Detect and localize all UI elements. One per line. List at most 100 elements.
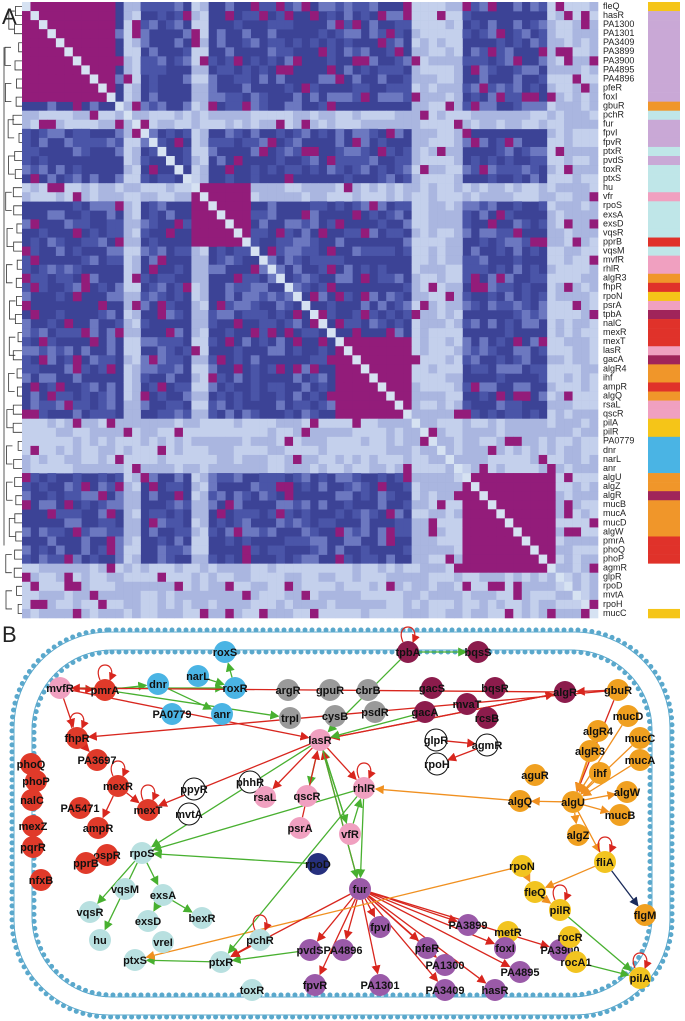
heatmap-cell [589,418,599,429]
edge [157,743,311,807]
heatmap-cell [30,418,40,429]
heatmap-cell [199,156,209,166]
heatmap-cell [216,228,226,238]
heatmap-cell [191,581,201,592]
heatmap-cell [132,554,141,564]
heatmap-cell [462,2,472,12]
gene-label: algR [553,687,577,699]
heatmap-cell [326,464,336,474]
group-cell [648,219,680,229]
heatmap-cell [454,482,463,492]
heatmap-cell [445,165,455,175]
heatmap-cell [250,137,260,148]
heatmap-cell [360,310,370,320]
heatmap-cell [369,355,379,365]
heatmap-cell [403,454,412,465]
heatmap-cell [496,29,506,39]
row-label: anr [603,463,616,473]
heatmap-cell [199,482,209,492]
heatmap-cell [47,319,57,329]
heatmap-cell [301,608,311,619]
heatmap-cell [581,291,590,302]
heatmap-cell [462,210,472,220]
group-cell [648,310,680,320]
heatmap-cell [55,400,65,410]
heatmap-cell [487,273,497,284]
heatmap-cell [445,192,455,202]
heatmap-cell [30,219,40,229]
heatmap-cell [547,310,556,320]
heatmap-cell [564,210,573,220]
heatmap-cell [479,518,489,528]
heatmap-cell [581,2,590,12]
heatmap-cell [386,391,396,401]
heatmap-cell [343,427,353,438]
heatmap-cell [496,337,506,347]
heatmap-cell [191,282,201,293]
heatmap-cell [445,373,455,383]
heatmap-cell [293,319,302,329]
heatmap-cell [377,445,387,456]
heatmap-cell [547,500,556,510]
heatmap-cell [123,228,133,238]
gene-node [75,852,97,874]
heatmap-cell [191,165,201,175]
heatmap-cell [470,346,480,356]
heatmap-cell [437,219,446,229]
heatmap-cell [470,473,480,483]
heatmap-cell [149,454,158,465]
heatmap-cell [394,29,404,39]
heatmap-cell [547,273,556,284]
edge [611,870,639,907]
heatmap-cell [420,300,429,311]
heatmap-cell [428,418,438,429]
heatmap-cell [38,65,48,75]
heatmap-cell [343,110,353,121]
heatmap-cell [233,183,243,193]
heatmap-cell [22,590,31,601]
heatmap-cell [157,464,167,474]
heatmap-cell [530,337,540,347]
heatmap-cell [437,400,446,410]
heatmap-cell [166,20,175,30]
heatmap-cell [420,590,429,601]
heatmap-cell [445,581,455,592]
heatmap-cell [479,119,489,130]
group-cell [648,137,680,148]
heatmap-cell [538,590,548,601]
heatmap-cell [377,146,387,157]
heatmap-cell [106,201,116,211]
heatmap-cell [123,527,133,537]
heatmap-cell [555,273,565,284]
heatmap-cell [106,65,116,75]
heatmap-cell [199,56,209,66]
heatmap-cell [191,137,201,148]
heatmap-cell [216,264,226,275]
heatmap-cell [496,464,506,474]
heatmap-cell [581,491,590,501]
heatmap-cell [555,282,565,293]
heatmap-cell [140,418,150,429]
heatmap-cell [581,246,590,256]
heatmap-cell [47,174,57,184]
heatmap-cell [191,545,201,555]
heatmap-cell [335,590,345,601]
heatmap-cell [132,500,141,510]
heatmap-cell [89,608,99,619]
heatmap-cell [216,518,226,528]
heatmap-cell [555,581,565,592]
heatmap-cell [72,608,82,619]
heatmap-cell [360,364,370,374]
heatmap-cell [496,373,506,383]
heatmap-cell [513,400,523,410]
heatmap-cell [454,174,463,184]
heatmap-cell [360,47,370,57]
heatmap-cell [530,545,540,555]
row-label: vfr [603,191,613,201]
heatmap-cell [572,373,582,383]
heatmap-cell [106,527,116,537]
heatmap-cell [411,146,421,157]
self-loop [356,762,376,780]
heatmap-cell [496,527,506,537]
heatmap-cell [394,409,404,420]
